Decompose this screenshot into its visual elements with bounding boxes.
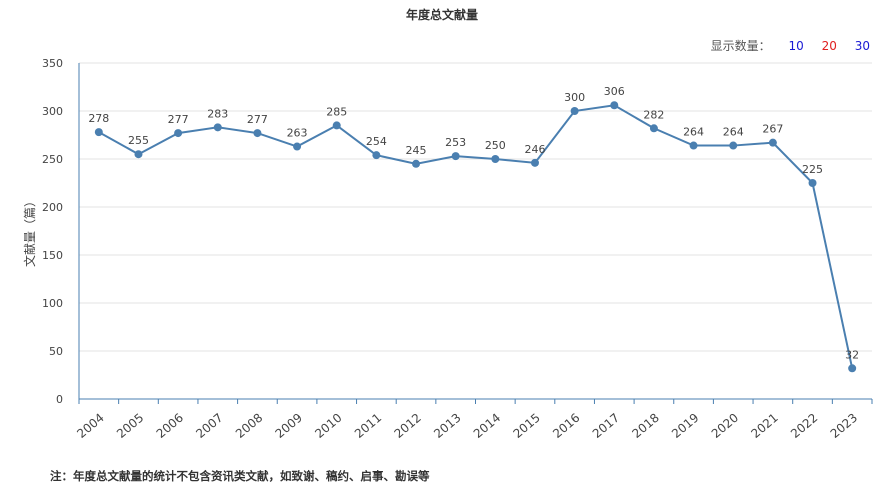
x-tick-label: 2015 (511, 411, 543, 441)
x-tick-label: 2022 (788, 411, 820, 441)
data-label: 277 (247, 113, 268, 126)
x-tick-label: 2017 (590, 411, 622, 441)
x-tick-label: 2005 (114, 411, 146, 441)
data-point (570, 107, 579, 115)
data-label: 253 (445, 136, 466, 149)
data-point (134, 150, 143, 159)
data-label: 246 (524, 143, 545, 156)
data-label: 32 (845, 348, 859, 361)
data-point (293, 142, 302, 151)
x-tick-label: 2009 (273, 411, 305, 441)
y-axis-title: 文献量（篇） (22, 195, 37, 267)
x-tick-label: 2010 (312, 411, 344, 441)
x-tick-label: 2011 (352, 411, 384, 441)
x-tick-label: 2020 (709, 411, 741, 441)
y-tick-label: 0 (56, 393, 63, 406)
data-point (372, 151, 381, 160)
data-point (808, 179, 817, 187)
x-tick-label: 2021 (748, 411, 780, 441)
data-label: 245 (406, 144, 427, 157)
x-tick-label: 2004 (74, 411, 106, 441)
x-tick-label: 2016 (550, 411, 582, 441)
data-point (174, 129, 183, 138)
data-label: 300 (564, 91, 585, 104)
chart-title: 年度总文献量 (405, 8, 478, 22)
x-tick-label: 2023 (828, 411, 860, 441)
y-tick-label: 350 (42, 57, 63, 70)
data-label: 225 (802, 163, 823, 176)
data-point (412, 159, 421, 168)
data-label: 254 (366, 135, 387, 148)
y-tick-label: 300 (42, 105, 63, 118)
data-point (729, 141, 738, 150)
y-tick-label: 50 (49, 345, 63, 358)
data-point (768, 138, 777, 147)
y-tick-label: 200 (42, 201, 63, 214)
data-label: 306 (604, 85, 625, 98)
data-point (530, 158, 539, 167)
count-option-10[interactable]: 10 (788, 39, 804, 53)
data-label: 267 (762, 123, 783, 136)
data-label: 264 (683, 126, 704, 139)
data-label: 277 (168, 113, 189, 126)
x-tick-label: 2007 (193, 411, 225, 441)
data-label: 263 (287, 127, 308, 140)
data-point (253, 129, 262, 138)
footnote: 注：年度总文献量的统计不包含资讯类文献，如致谢、稿约、启事、勘误等 (50, 469, 430, 483)
data-point (451, 152, 460, 161)
x-tick-label: 2018 (629, 411, 661, 441)
x-tick-label: 2006 (154, 411, 186, 441)
series-line (98, 104, 854, 369)
y-tick-label: 150 (42, 249, 63, 262)
data-label: 264 (723, 126, 744, 139)
data-label: 285 (326, 105, 347, 118)
data-point (332, 121, 341, 130)
display-count-label: 显示数量： (710, 39, 771, 53)
x-tick-label: 2014 (471, 411, 503, 441)
count-option-30[interactable]: 30 (854, 39, 870, 53)
data-point (848, 364, 857, 373)
x-tick-label: 2013 (431, 411, 463, 441)
data-point (213, 123, 222, 132)
count-option-20[interactable]: 20 (821, 39, 837, 53)
data-label: 250 (485, 139, 506, 152)
y-tick-label: 100 (42, 297, 63, 310)
data-label: 278 (88, 112, 109, 125)
data-label: 282 (643, 108, 664, 121)
data-point (491, 155, 500, 163)
y-tick-label: 250 (42, 153, 63, 166)
data-point (689, 141, 698, 150)
data-point (649, 124, 658, 133)
data-point (94, 128, 103, 137)
data-label: 283 (207, 107, 228, 120)
display-count-control: 显示数量： 10 20 30 (711, 37, 870, 54)
x-tick-label: 2012 (392, 411, 424, 441)
x-tick-label: 2008 (233, 411, 265, 441)
data-point (610, 101, 619, 110)
x-tick-label: 2019 (669, 411, 701, 441)
data-label: 255 (128, 134, 149, 147)
